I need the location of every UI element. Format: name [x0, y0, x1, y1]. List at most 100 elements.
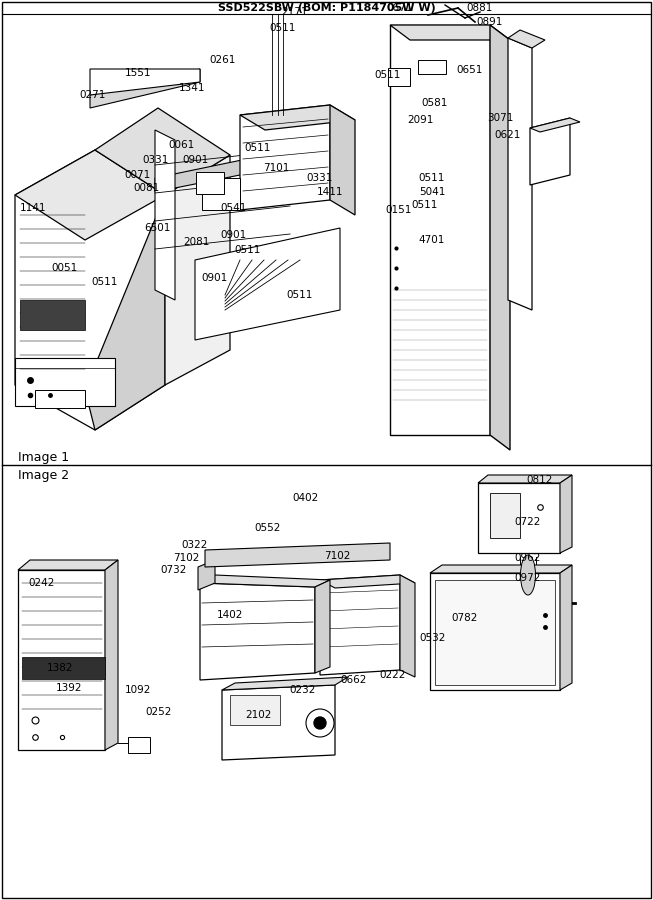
Polygon shape: [430, 565, 572, 573]
Text: 0662: 0662: [341, 675, 367, 685]
Text: 6501: 6501: [144, 223, 170, 233]
Text: 3071: 3071: [487, 113, 513, 123]
Text: 5041: 5041: [419, 187, 445, 197]
Text: 0891: 0891: [477, 17, 503, 27]
Polygon shape: [205, 543, 390, 567]
Ellipse shape: [520, 555, 535, 595]
Text: 0541: 0541: [221, 203, 247, 213]
Polygon shape: [315, 580, 330, 673]
Text: 0331: 0331: [307, 173, 333, 183]
Text: 0252: 0252: [146, 707, 172, 717]
Polygon shape: [400, 575, 415, 677]
Polygon shape: [478, 483, 560, 553]
Text: 0322: 0322: [182, 540, 208, 550]
Text: 0051: 0051: [52, 263, 78, 273]
Circle shape: [314, 717, 326, 729]
Text: 2081: 2081: [183, 237, 209, 247]
Text: 2091: 2091: [407, 115, 433, 125]
Text: 0901: 0901: [202, 273, 228, 283]
Text: SSD522SBW (BOM: P1184705W W): SSD522SBW (BOM: P1184705W W): [217, 3, 436, 13]
Text: 0232: 0232: [290, 685, 316, 695]
Text: 0271: 0271: [80, 90, 106, 100]
Text: 0782: 0782: [452, 613, 478, 623]
Polygon shape: [15, 150, 165, 240]
Polygon shape: [320, 575, 400, 675]
Polygon shape: [18, 560, 118, 570]
Polygon shape: [390, 25, 490, 435]
Text: 0511: 0511: [287, 290, 313, 300]
Polygon shape: [85, 195, 165, 430]
Text: 0402: 0402: [293, 493, 319, 503]
Polygon shape: [165, 155, 230, 385]
Text: Image 2: Image 2: [18, 469, 69, 482]
Bar: [202, 178, 240, 210]
Text: 0511: 0511: [419, 173, 445, 183]
Polygon shape: [240, 105, 355, 130]
Polygon shape: [95, 108, 230, 195]
Text: 7102: 7102: [324, 551, 350, 561]
Text: 1341: 1341: [179, 83, 205, 93]
Text: 1551: 1551: [125, 68, 151, 78]
Text: 0552: 0552: [255, 523, 281, 533]
Polygon shape: [105, 560, 118, 750]
Text: 4701: 4701: [419, 235, 445, 245]
Bar: [15, 358, 115, 406]
Text: 1411: 1411: [317, 187, 343, 197]
Bar: [20, 300, 85, 330]
Text: 0511: 0511: [270, 23, 296, 33]
Bar: [418, 60, 446, 74]
Polygon shape: [222, 677, 348, 690]
Bar: [22, 657, 105, 679]
Text: 2102: 2102: [245, 710, 271, 720]
Polygon shape: [90, 69, 200, 108]
Text: 0972: 0972: [515, 573, 541, 583]
Text: 0581: 0581: [422, 98, 448, 108]
Text: 1392: 1392: [56, 683, 82, 693]
Text: 0061: 0061: [169, 140, 195, 150]
Polygon shape: [508, 38, 532, 310]
Bar: [435, 580, 555, 685]
Text: 0222: 0222: [380, 670, 406, 680]
Text: 0532: 0532: [420, 633, 446, 643]
Polygon shape: [330, 105, 355, 215]
Polygon shape: [222, 685, 335, 760]
Polygon shape: [90, 69, 200, 95]
Polygon shape: [155, 130, 175, 300]
Text: 0151: 0151: [386, 205, 412, 215]
Polygon shape: [195, 228, 340, 340]
Text: 0511: 0511: [375, 70, 401, 80]
Bar: [128, 737, 150, 753]
Text: 1092: 1092: [125, 685, 151, 695]
Text: 0901: 0901: [221, 230, 247, 240]
Polygon shape: [560, 565, 572, 690]
Bar: [196, 172, 224, 194]
Text: 0511: 0511: [245, 143, 271, 153]
Polygon shape: [198, 560, 215, 590]
Text: 2171: 2171: [281, 7, 308, 17]
Polygon shape: [15, 150, 165, 430]
Text: 0812: 0812: [527, 475, 553, 485]
Polygon shape: [200, 575, 330, 587]
Polygon shape: [430, 573, 560, 690]
Text: Image 1: Image 1: [18, 451, 69, 464]
Text: 0881: 0881: [467, 3, 493, 13]
Text: 0732: 0732: [161, 565, 187, 575]
Polygon shape: [530, 118, 580, 132]
Polygon shape: [18, 570, 105, 750]
Text: 0511: 0511: [235, 245, 261, 255]
Text: 1382: 1382: [47, 663, 73, 673]
Polygon shape: [490, 25, 510, 450]
Text: 0962: 0962: [515, 553, 541, 563]
Text: 0081: 0081: [134, 183, 160, 193]
Text: 0511: 0511: [412, 200, 438, 210]
Bar: [388, 68, 410, 86]
Text: 0511: 0511: [92, 277, 118, 287]
Text: 0242: 0242: [29, 578, 56, 588]
Text: 1402: 1402: [217, 610, 243, 620]
Text: 0901: 0901: [183, 155, 209, 165]
Text: 0671: 0671: [387, 3, 413, 13]
Text: 0722: 0722: [515, 517, 541, 527]
Polygon shape: [155, 150, 290, 192]
Polygon shape: [478, 475, 572, 483]
Polygon shape: [560, 475, 572, 553]
